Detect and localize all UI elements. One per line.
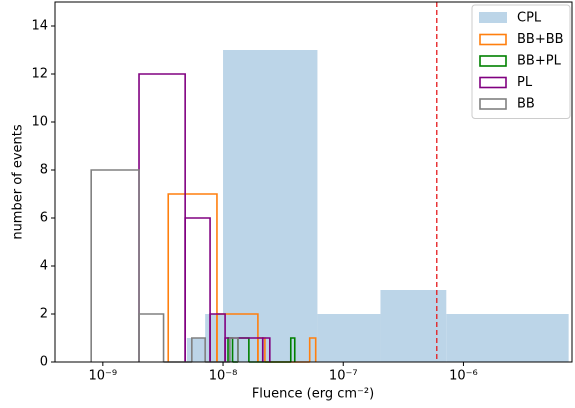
y-axis-label: number of events [11, 124, 26, 240]
hist-step [261, 337, 271, 362]
plot-frame [54, 1, 573, 363]
hist-step [138, 313, 165, 362]
legend-label: BB+PL [517, 54, 562, 69]
legend-label: PL [517, 75, 533, 90]
y-tick-label: 10 [31, 115, 48, 130]
legend-swatch [479, 98, 507, 110]
legend-swatch [479, 33, 507, 46]
hist-bar [380, 290, 447, 362]
hist-step [138, 73, 186, 362]
legend-swatch [479, 76, 507, 89]
legend-label: CPL [517, 11, 542, 26]
y-tick-label: 0 [40, 355, 48, 370]
y-tick-label: 2 [40, 307, 48, 322]
hist-bar [317, 314, 381, 362]
hist-step [167, 193, 218, 362]
y-tick-label: 4 [40, 259, 48, 274]
legend-box [471, 4, 571, 119]
x-tick-label: 10⁻⁷ [329, 369, 358, 384]
x-tick-label: 10⁻⁹ [89, 369, 118, 384]
hist-bar [205, 314, 224, 362]
x-axis-label: Fluence (erg cm⁻²) [252, 387, 374, 402]
y-tick-label: 14 [31, 19, 48, 34]
legend-swatch [479, 55, 507, 67]
y-tick-label: 12 [31, 67, 48, 82]
y-tick-label: 8 [40, 163, 48, 178]
hist-step [184, 217, 211, 362]
hist-bar [186, 338, 206, 362]
hist-step [289, 337, 296, 362]
legend-label: BB+BB [517, 32, 564, 47]
hist-step [191, 337, 206, 362]
x-tick-label: 10⁻⁶ [449, 369, 478, 384]
hist-bar [446, 314, 569, 362]
x-tick-label: 10⁻⁸ [209, 369, 238, 384]
hist-step [90, 169, 140, 362]
legend-label: BB [517, 97, 535, 112]
hist-step [229, 337, 239, 362]
y-tick-label: 6 [40, 211, 48, 226]
hist-bar [223, 50, 318, 362]
legend-swatch [479, 12, 507, 23]
hist-step [308, 337, 317, 362]
